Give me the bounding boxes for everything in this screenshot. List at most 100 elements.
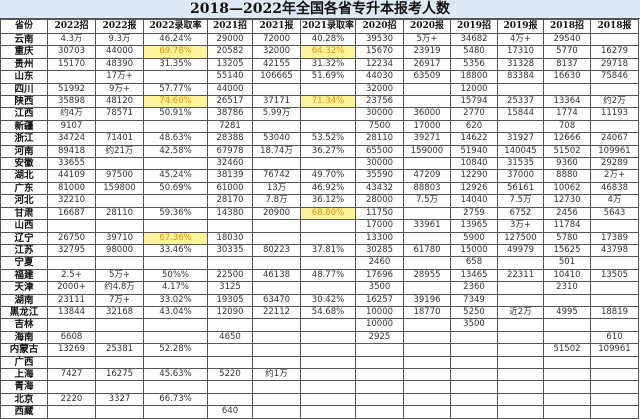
table-cell: 31.35% xyxy=(143,57,208,72)
table-row: 西藏 640 xyxy=(0,405,639,419)
table-cell: 38786 xyxy=(207,107,253,121)
table-cell xyxy=(252,256,301,270)
table-cell: 2759 xyxy=(450,206,498,221)
table-cell xyxy=(47,405,96,419)
province-cell: 陕西 xyxy=(0,95,48,109)
table-cell xyxy=(143,318,208,332)
table-cell: 7349 xyxy=(450,293,498,307)
table-cell: 9.3万 xyxy=(95,32,144,47)
table-cell xyxy=(543,318,591,332)
table-cell: 48.63% xyxy=(143,132,208,146)
table-row: 宁夏 2460 658 501 xyxy=(0,256,639,270)
table-cell: 78571 xyxy=(95,107,144,121)
table-cell: 2360 xyxy=(450,281,498,295)
table-row: 云南 4.3万 9.3万 46.24% 29000 72000 40.28% 39530 5万+… xyxy=(0,32,639,47)
table-cell xyxy=(497,380,544,394)
table-cell xyxy=(95,256,144,270)
province-cell: 新疆 xyxy=(0,119,48,134)
province-cell: 浙江 xyxy=(0,132,48,146)
province-cell: 贵州 xyxy=(0,57,48,72)
province-cell: 河北 xyxy=(0,194,48,208)
province-cell: 甘肃 xyxy=(0,206,48,221)
table-cell xyxy=(143,330,208,345)
table-cell: 50.69% xyxy=(143,181,208,196)
table-cell: 13364 xyxy=(543,95,591,109)
column-header: 2021录取率 xyxy=(300,19,356,34)
table-cell: 12730 xyxy=(543,194,591,208)
table-cell: 63470 xyxy=(252,293,301,307)
table-cell: 39196 xyxy=(403,293,451,307)
table-cell: 46.24% xyxy=(143,32,208,47)
table-cell: 2310 xyxy=(543,281,591,295)
table-cell xyxy=(300,355,356,369)
table-cell: 6752 xyxy=(497,206,544,221)
table-cell xyxy=(300,219,356,233)
table-cell: 5780 xyxy=(543,231,591,245)
table-cell xyxy=(300,380,356,394)
table-cell: 5220 xyxy=(207,367,253,382)
province-cell: 山西 xyxy=(0,219,48,233)
table-cell: 15844 xyxy=(497,107,544,121)
table-cell: 16687 xyxy=(47,206,96,221)
province-cell: 西藏 xyxy=(0,405,48,419)
table-cell: 13万 xyxy=(252,181,301,196)
table-cell xyxy=(143,355,208,369)
table-cell: 4万 xyxy=(590,194,639,208)
table-cell: 19305 xyxy=(207,293,253,307)
table-cell: 80223 xyxy=(252,243,301,258)
table-cell: 28110 xyxy=(355,132,404,146)
table-cell xyxy=(497,82,544,97)
table-cell xyxy=(403,157,451,171)
table-cell: 8880 xyxy=(543,169,591,183)
table-cell: 5356 xyxy=(450,57,498,72)
table-cell xyxy=(590,119,639,134)
table-cell xyxy=(497,293,544,307)
table-cell: 48.77% xyxy=(300,268,356,283)
table-cell: 30000 xyxy=(355,107,404,121)
table-cell: 14380 xyxy=(207,206,253,221)
table-row: 黑龙江 13844 32168 43.04% 12090 22112 54.68% 10000… xyxy=(0,305,639,320)
table-cell: 25381 xyxy=(95,343,144,357)
province-cell: 湖南 xyxy=(0,293,48,307)
table-row: 新疆 9107 7281 7500 17000 620 708 xyxy=(0,119,639,134)
table-row: 贵州 15170 48390 31.35% 13205 42155 31.32% 12234 2… xyxy=(0,57,639,72)
header-row: 省份 2022招 2022报 2022录取率 2021招 2021报 2021录取率 2020… xyxy=(0,19,639,34)
table-cell: 23919 xyxy=(403,45,451,59)
table-cell: 48120 xyxy=(95,95,144,109)
table-cell: 109961 xyxy=(590,343,639,357)
table-cell: 10062 xyxy=(543,181,591,196)
table-row: 广西 xyxy=(0,355,639,369)
table-cell xyxy=(300,392,356,407)
table-cell xyxy=(403,392,451,407)
table-cell xyxy=(252,405,301,419)
table-row: 山东 17万+ 55140 106665 51.69% 44030 63509 18800 83… xyxy=(0,70,639,84)
table-cell xyxy=(590,367,639,382)
table-cell: 29540 xyxy=(543,32,591,47)
table-row: 江西 约4万 78571 50.91% 38786 5.99万 30000 36000 2770… xyxy=(0,107,639,121)
table-cell xyxy=(403,95,451,109)
table-cell: 30000 xyxy=(355,157,404,171)
table-cell: 32210 xyxy=(47,194,96,208)
table-cell xyxy=(403,206,451,221)
column-header: 2022招 xyxy=(47,19,96,34)
table-cell: 12926 xyxy=(450,181,498,196)
table-cell: 28110 xyxy=(95,206,144,221)
table-cell: 32795 xyxy=(47,243,96,258)
table-cell: 2770 xyxy=(450,107,498,121)
table-cell: 44000 xyxy=(207,82,253,97)
table-cell xyxy=(543,405,591,419)
table-cell: 38139 xyxy=(207,169,253,183)
table-cell xyxy=(543,293,591,307)
table-cell xyxy=(590,392,639,407)
table-cell: 7500 xyxy=(355,119,404,134)
table-cell xyxy=(300,231,356,245)
table-cell: 26917 xyxy=(403,57,451,72)
table-cell xyxy=(450,405,498,419)
table-cell: 35590 xyxy=(355,169,404,183)
enrollment-table: 省份 2022招 2022报 2022录取率 2021招 2021报 2021录取率 2020… xyxy=(0,19,639,419)
table-row: 上海 7427 16275 45.63% 5220 约1万 xyxy=(0,367,639,382)
table-cell: 20900 xyxy=(252,206,301,221)
table-cell: 31535 xyxy=(497,157,544,171)
table-cell: 88803 xyxy=(403,181,451,196)
table-cell: 39530 xyxy=(355,32,404,47)
